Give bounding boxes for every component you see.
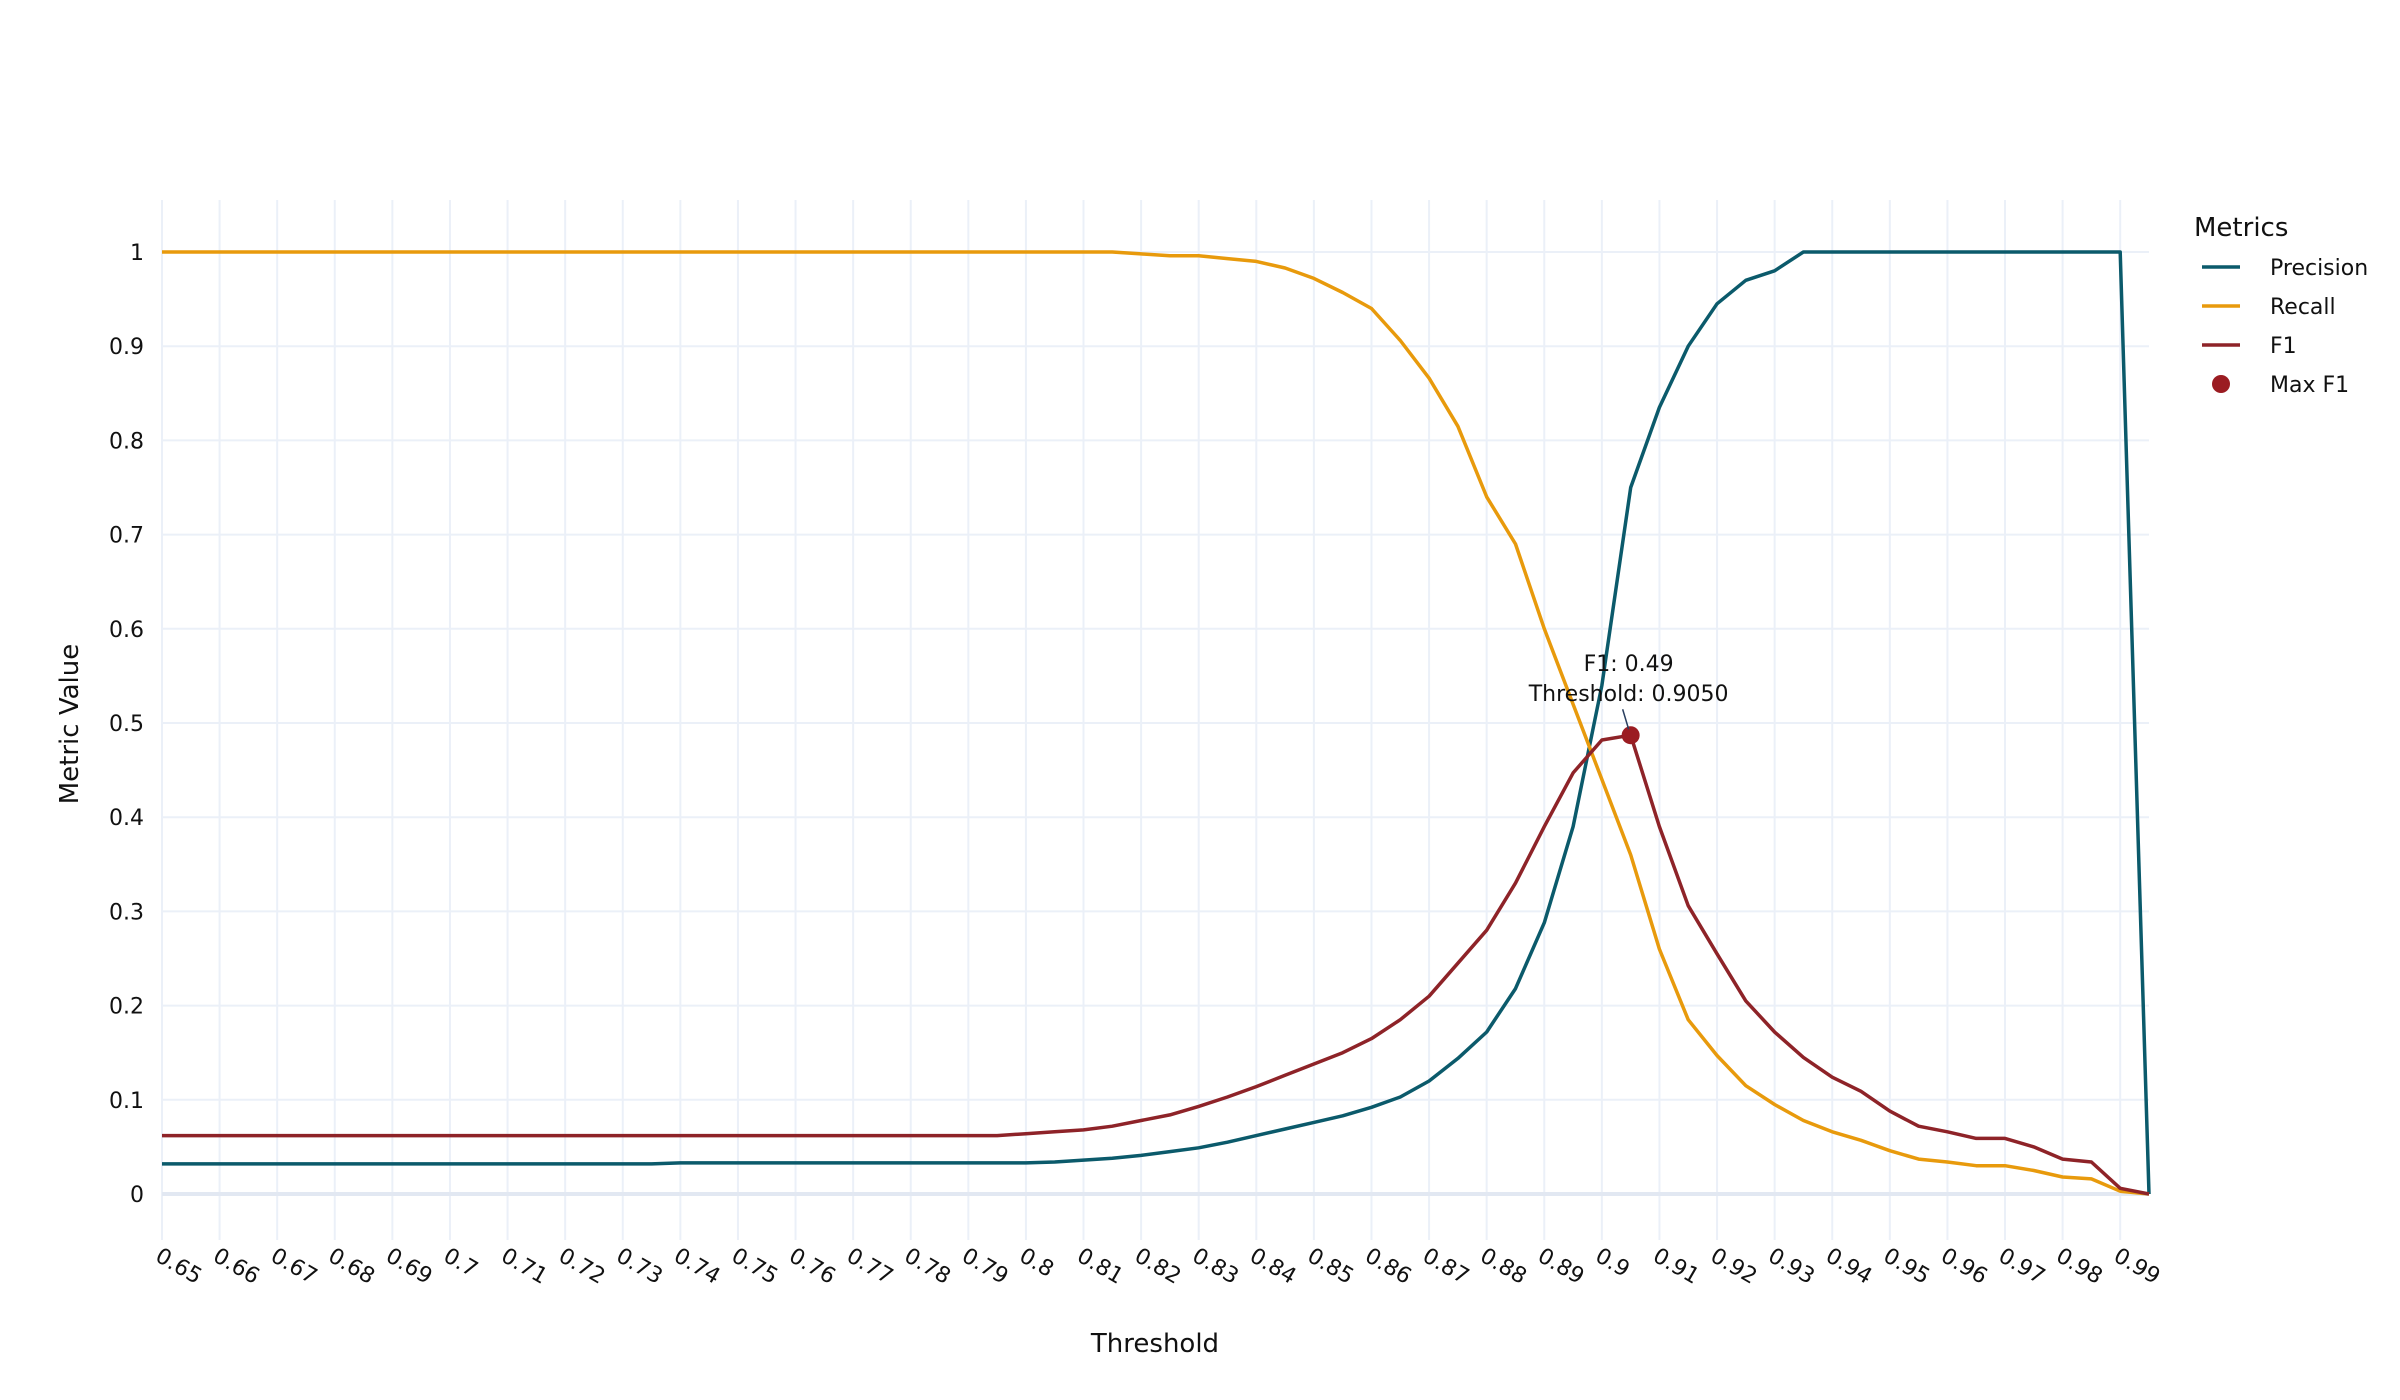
series-lines xyxy=(162,250,2151,1196)
y-tick-label: 0.9 xyxy=(109,335,144,360)
annotation-threshold-text: Threshold: 0.9050 xyxy=(1528,682,1729,707)
legend: Metrics Precision Recall F1 Max F1 xyxy=(2194,213,2368,398)
annotation-arrow xyxy=(1621,709,1630,730)
x-tick-label: 0.91 xyxy=(1648,1244,1703,1290)
x-tick-label: 0.71 xyxy=(497,1244,552,1290)
x-tick-label: 0.78 xyxy=(900,1244,955,1290)
x-tick-label: 0.99 xyxy=(2109,1244,2164,1290)
legend-item-max-f1[interactable]: Max F1 xyxy=(2212,373,2349,398)
x-tick-label: 0.97 xyxy=(1994,1244,2049,1290)
series-line-precision xyxy=(162,250,2151,1195)
x-tick-label: 0.98 xyxy=(2052,1244,2107,1290)
y-tick-label: 0.1 xyxy=(109,1089,144,1114)
grid xyxy=(161,200,2149,1240)
x-tick-label: 0.85 xyxy=(1303,1244,1358,1290)
max-f1-marker xyxy=(1621,726,1640,745)
legend-item-f1[interactable]: F1 xyxy=(2202,334,2297,359)
x-tick-label: 0.66 xyxy=(209,1244,264,1290)
x-tick-label: 0.94 xyxy=(1821,1244,1876,1290)
x-tick-label: 0.75 xyxy=(727,1244,782,1290)
x-tick-label: 0.81 xyxy=(1073,1244,1128,1290)
x-tick-label: 0.79 xyxy=(957,1244,1012,1290)
x-tick-label: 0.84 xyxy=(1245,1244,1300,1290)
x-tick-label: 0.76 xyxy=(785,1244,840,1290)
legend-label: Max F1 xyxy=(2270,373,2349,398)
x-tick-label: 0.87 xyxy=(1418,1244,1473,1290)
y-tick-label: 0 xyxy=(130,1183,144,1208)
x-tick-label: 0.8 xyxy=(1015,1244,1058,1283)
y-tick-label: 0.4 xyxy=(109,806,144,831)
legend-item-recall[interactable]: Recall xyxy=(2202,295,2336,320)
x-tick-label: 0.65 xyxy=(151,1244,206,1290)
x-tick-label: 0.72 xyxy=(554,1244,609,1290)
x-tick-label: 0.96 xyxy=(1936,1244,1991,1290)
annotation-f1-text: F1: 0.49 xyxy=(1584,652,1674,677)
legend-label: Precision xyxy=(2270,256,2368,281)
x-tick-label: 0.9 xyxy=(1591,1244,1634,1283)
x-tick-label: 0.69 xyxy=(381,1244,436,1290)
x-tick-label: 0.89 xyxy=(1533,1244,1588,1290)
x-axis-title: Threshold xyxy=(1090,1329,1219,1359)
legend-label: F1 xyxy=(2270,334,2297,359)
y-tick-label: 0.3 xyxy=(109,900,144,925)
x-tick-label: 0.7 xyxy=(439,1244,482,1283)
y-axis-ticks: 0 0.1 0.2 0.3 0.4 0.5 0.6 0.7 0.8 0.9 1 xyxy=(109,241,144,1208)
x-tick-label: 0.74 xyxy=(669,1244,724,1290)
x-tick-label: 0.92 xyxy=(1706,1244,1761,1290)
x-tick-label: 0.67 xyxy=(266,1244,321,1290)
x-tick-label: 0.68 xyxy=(324,1244,379,1290)
legend-title: Metrics xyxy=(2194,213,2288,243)
x-tick-label: 0.88 xyxy=(1476,1244,1531,1290)
x-tick-label: 0.77 xyxy=(842,1244,897,1290)
y-tick-label: 0.8 xyxy=(109,429,144,454)
y-tick-label: 0.6 xyxy=(109,618,144,643)
x-tick-label: 0.86 xyxy=(1360,1244,1415,1290)
x-tick-label: 0.82 xyxy=(1130,1244,1185,1290)
y-tick-label: 0.7 xyxy=(109,524,144,549)
y-tick-label: 1 xyxy=(130,241,144,266)
y-axis-title: Metric Value xyxy=(55,644,85,805)
y-tick-label: 0.2 xyxy=(109,995,144,1020)
max-f1-annotation: F1: 0.49 Threshold: 0.9050 xyxy=(1528,652,1729,730)
legend-label: Recall xyxy=(2270,295,2336,320)
series-line-f1 xyxy=(162,733,2150,1196)
legend-item-precision[interactable]: Precision xyxy=(2202,256,2368,281)
series-line-recall xyxy=(162,250,2150,1196)
x-tick-label: 0.93 xyxy=(1764,1244,1819,1290)
x-tick-label: 0.95 xyxy=(1879,1244,1934,1290)
legend-swatch xyxy=(2212,375,2230,393)
x-axis-ticks: 0.65 0.66 0.67 0.68 0.69 0.7 0.71 0.72 0.73 0.74 0… xyxy=(151,1244,2164,1290)
x-tick-label: 0.73 xyxy=(612,1244,667,1290)
y-tick-label: 0.5 xyxy=(109,712,144,737)
x-tick-label: 0.83 xyxy=(1188,1244,1243,1290)
